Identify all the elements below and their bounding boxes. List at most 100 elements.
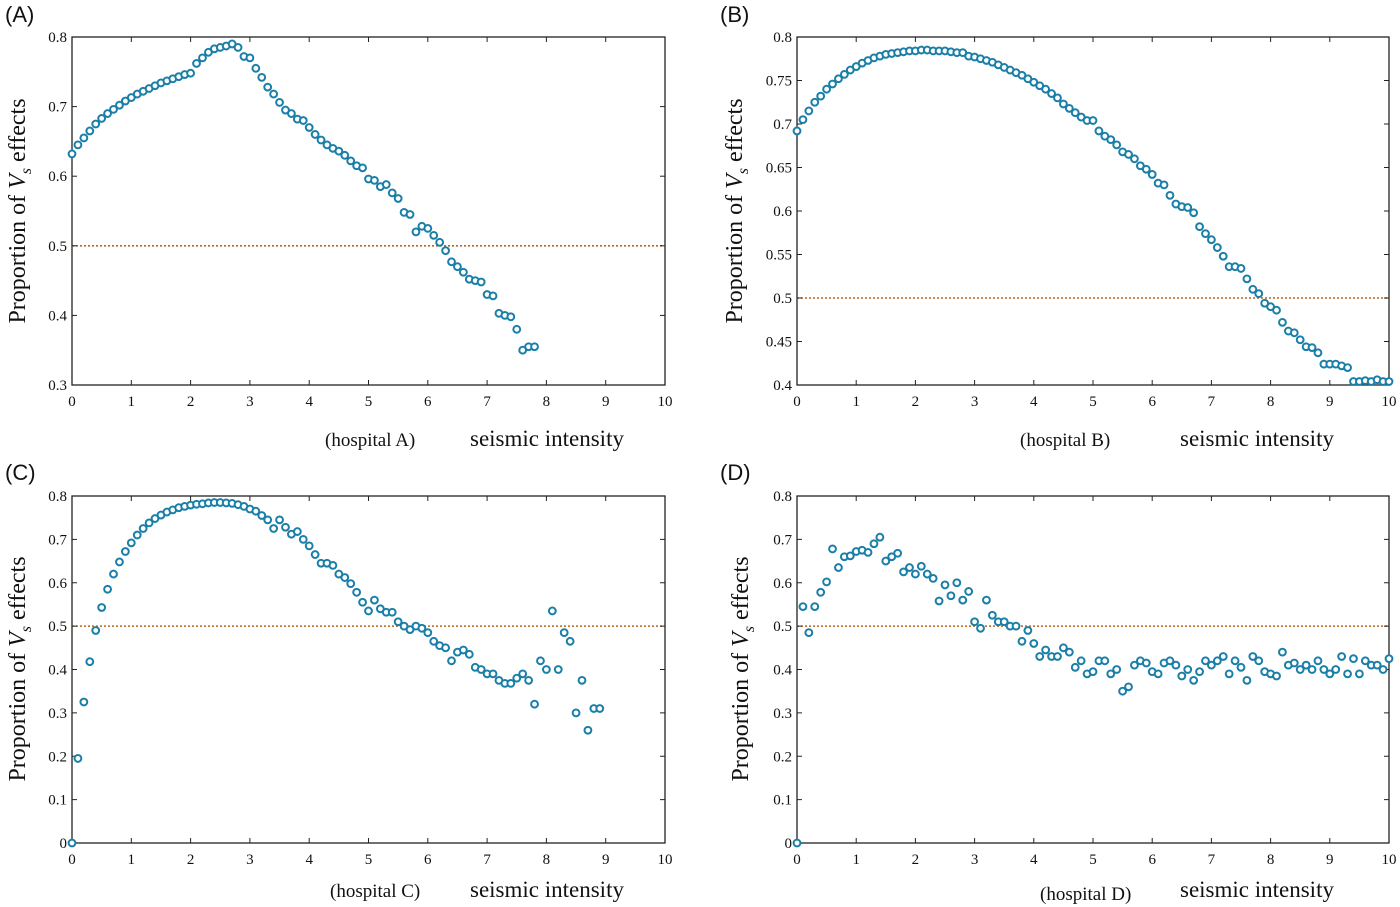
data-point [899, 567, 908, 577]
data-point [441, 643, 450, 653]
data-point [1094, 126, 1104, 136]
data-point [1236, 662, 1246, 672]
data-point [441, 246, 450, 256]
x-tick-label: 0 [793, 852, 801, 868]
y-tick-label: 0.8 [773, 30, 792, 46]
data-point [1076, 656, 1086, 666]
data-point [512, 673, 522, 683]
data-point [1272, 305, 1281, 315]
y-tick-label: 0.65 [766, 161, 792, 177]
x-tick-label: 3 [971, 394, 979, 410]
data-point [1319, 665, 1329, 674]
data-point [263, 82, 273, 92]
data-point [387, 188, 397, 198]
data-point [810, 602, 820, 612]
data-point [423, 224, 433, 233]
data-point [571, 708, 581, 718]
data-point [85, 126, 95, 136]
data-point [1088, 667, 1098, 677]
x-tick-label: 7 [483, 852, 491, 868]
data-point [292, 527, 302, 536]
data-point [1041, 645, 1051, 655]
data-point [1295, 335, 1305, 345]
data-point [1195, 222, 1204, 232]
data-point [103, 584, 112, 594]
y-tick-label: 0.55 [766, 248, 792, 264]
panel-letter: (B) [720, 2, 749, 27]
data-point [316, 135, 326, 145]
data-point [97, 603, 107, 612]
data-point [1112, 665, 1122, 674]
data-point [1337, 652, 1347, 661]
data-point [97, 114, 107, 123]
y-tick-label: 0.3 [48, 706, 67, 722]
data-point [1053, 93, 1062, 103]
data-point [1189, 675, 1199, 685]
x-tick-label: 1 [128, 852, 136, 868]
data-point [536, 656, 545, 666]
y-tick-label: 0 [785, 836, 793, 852]
x-tick-label: 3 [971, 852, 979, 868]
data-point [1349, 654, 1358, 664]
plot-frame [796, 36, 1390, 386]
data-point [1242, 274, 1252, 284]
data-point [476, 665, 486, 674]
data-point [922, 569, 932, 579]
panel-b: (B) 0 1 2 3 4 5 6 7 8 9 10 0.4 0.45 0.5 0.55 0.6 0.65 0.7 0… [720, 2, 1397, 451]
data-point [1289, 658, 1299, 668]
data-point [423, 628, 433, 638]
data-point [1106, 669, 1116, 679]
data-point [506, 678, 516, 688]
data-point [595, 704, 605, 713]
data-point [1011, 621, 1021, 631]
data-point [964, 587, 974, 596]
data-point [1124, 150, 1133, 159]
plot-frame [71, 36, 666, 386]
hospital-label: (hospital C) [330, 881, 420, 902]
data-point [1254, 656, 1264, 666]
data-point [1254, 289, 1264, 299]
data-point [233, 43, 243, 52]
data-point [115, 100, 124, 110]
data-point [804, 106, 814, 116]
y-tick-label: 0.1 [773, 793, 792, 809]
data-point [269, 524, 279, 533]
data-point [822, 84, 831, 94]
data-point [1207, 235, 1216, 245]
y-axis-label: Proportion of Vs effects [722, 98, 752, 323]
data-point [1147, 170, 1157, 179]
data-point [1331, 665, 1341, 674]
x-tick-label: 10 [1382, 394, 1397, 410]
y-tick-label: 0.3 [773, 706, 792, 722]
data-point [1165, 190, 1175, 200]
data-point [1159, 180, 1169, 190]
hospital-label: (hospital B) [1020, 430, 1110, 451]
y-tick-label: 0.5 [48, 619, 67, 635]
data-point [506, 312, 516, 322]
data-point [1053, 652, 1062, 661]
x-tick-label: 6 [424, 394, 432, 410]
x-tick-label: 1 [852, 394, 860, 410]
hospital-label: (hospital A) [325, 430, 415, 451]
x-tick-label: 9 [602, 852, 610, 868]
data-point [810, 97, 820, 107]
plot-frame [71, 495, 666, 844]
y-tick-label: 0.4 [773, 378, 792, 394]
panel-letter: (C) [5, 460, 36, 485]
data-point [1207, 660, 1216, 670]
data-point [103, 109, 112, 118]
data-point [1112, 140, 1122, 150]
data-point [1212, 243, 1222, 252]
x-tick-label: 4 [1030, 852, 1038, 868]
y-axis-label: Proportion of Vs effects [5, 98, 35, 323]
y-tick-label: 0.6 [773, 576, 792, 592]
data-point [298, 116, 308, 125]
x-tick-label: 7 [483, 394, 491, 410]
x-axis-label: seismic intensity [1180, 877, 1334, 902]
data-point [458, 267, 468, 277]
data-point [1064, 647, 1074, 657]
data-point [67, 838, 77, 848]
data-point [1301, 660, 1311, 670]
data-point [1278, 317, 1287, 327]
data-point [304, 123, 314, 132]
